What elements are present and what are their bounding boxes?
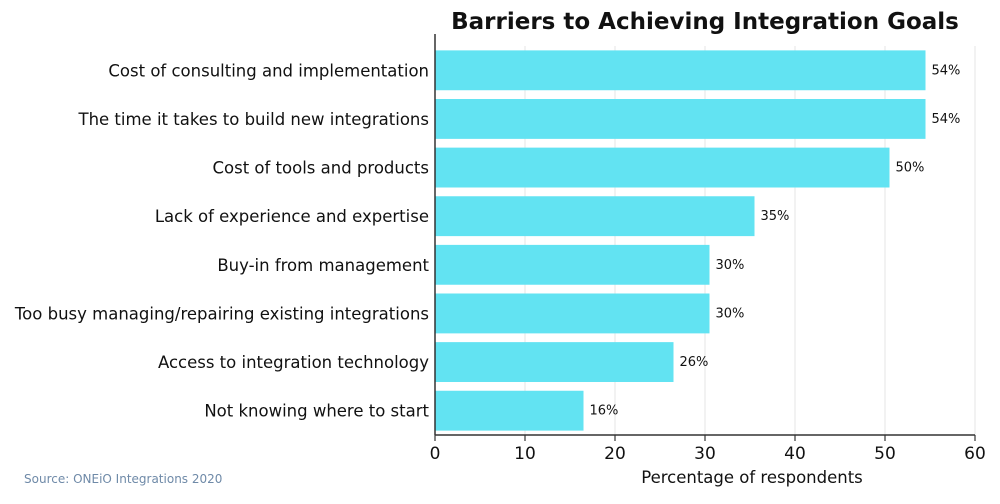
category-label: The time it takes to build new integrati…	[77, 110, 429, 129]
category-label: Too busy managing/repairing existing int…	[14, 304, 429, 323]
value-labels: 54% 54% 50% 35% 30% 30% 26% 16%	[590, 63, 961, 418]
bar	[435, 390, 584, 431]
x-tick-label: 40	[784, 444, 806, 464]
value-label: 30%	[716, 258, 745, 273]
value-label: 54%	[932, 63, 961, 78]
bar	[435, 196, 755, 237]
x-tick-label: 30	[694, 444, 716, 464]
category-label: Cost of consulting and implementation	[108, 61, 429, 80]
bar	[435, 244, 710, 285]
bar	[435, 293, 710, 334]
value-label: 50%	[896, 161, 925, 176]
x-tick-label: 10	[514, 444, 536, 464]
x-axis-label: Percentage of respondents	[641, 468, 863, 487]
value-label: 26%	[680, 355, 709, 370]
bar	[435, 342, 674, 382]
x-tick-label: 20	[604, 444, 626, 464]
category-labels: Cost of consulting and implementation The…	[14, 61, 430, 420]
x-tick-label: 50	[874, 444, 896, 464]
category-label: Access to integration technology	[158, 353, 429, 372]
bar	[435, 50, 926, 91]
value-label: 54%	[932, 112, 961, 127]
category-label: Lack of experience and expertise	[155, 207, 429, 226]
chart-title: Barriers to Achieving Integration Goals	[451, 9, 959, 35]
category-label: Cost of tools and products	[212, 159, 429, 178]
source-note: Source: ONEiO Integrations 2020	[24, 472, 222, 486]
x-tick-label: 0	[430, 444, 441, 464]
value-label: 16%	[590, 404, 619, 419]
category-label: Buy-in from management	[217, 256, 429, 275]
value-label: 30%	[716, 306, 745, 321]
bar	[435, 147, 890, 188]
value-label: 35%	[761, 209, 790, 224]
bar	[435, 99, 926, 139]
category-label: Not knowing where to start	[204, 402, 429, 421]
x-tick-label: 60	[964, 444, 986, 464]
x-axis-ticks: 0 10 20 30 40 50 60	[430, 435, 986, 464]
bars	[435, 50, 926, 431]
